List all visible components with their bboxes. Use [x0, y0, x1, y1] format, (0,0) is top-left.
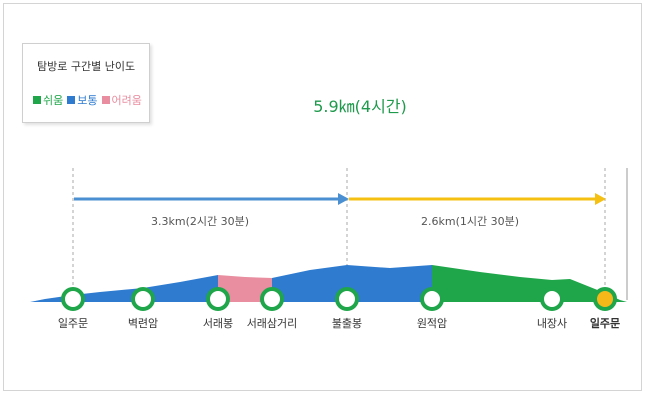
segment-2-label: 2.6km(1시간 30분) [421, 215, 519, 228]
stop-8-marker [593, 287, 617, 311]
stop-3-label: 서래봉 [203, 317, 233, 330]
stop-6-label: 원적암 [417, 317, 447, 330]
stop-3-marker [206, 287, 230, 311]
stop-2: 벽련암 [128, 287, 158, 330]
normal-swatch [67, 96, 76, 104]
profile-hard [218, 275, 272, 302]
legend-item-easy: 쉬움 [33, 92, 63, 108]
elevation-profile [30, 265, 627, 302]
stop-4-label: 서래삼거리 [247, 317, 298, 330]
easy-swatch [33, 96, 41, 104]
legend-hard-label: 어려움 [111, 94, 142, 107]
legend-items: 쉬움 보통 어려움 [33, 92, 142, 108]
profile-normal-2 [272, 265, 432, 302]
stop-8-label: 일주문 [590, 316, 620, 330]
stop-6: 원적암 [417, 287, 447, 330]
profile-normal-1 [30, 275, 218, 302]
profile-easy [432, 265, 627, 302]
legend-easy-label: 쉬움 [43, 94, 64, 107]
segment-2-arrowhead [595, 193, 606, 205]
stop-5: 불출봉 [332, 287, 362, 330]
segment-1-arrowhead [338, 193, 349, 205]
legend-title: 탐방로 구간별 난이도 [37, 60, 136, 73]
segment-1-label: 3.3km(2시간 30분) [151, 215, 249, 228]
stop-1-marker [61, 287, 85, 311]
segment-arrow-2 [349, 193, 606, 205]
stop-2-label: 벽련암 [128, 317, 158, 330]
legend-item-hard: 어려움 [101, 92, 142, 108]
stop-6-marker [420, 287, 444, 311]
stop-1-label: 일주문 [58, 316, 88, 330]
stop-3: 서래봉 [203, 287, 233, 330]
stop-4-marker [260, 287, 284, 311]
stop-5-marker [335, 287, 359, 311]
stop-2-marker [131, 287, 155, 311]
stop-7: 내장사 [537, 287, 567, 330]
stop-1: 일주문 [58, 287, 88, 330]
stop-7-label: 내장사 [537, 317, 567, 330]
stop-4: 서래삼거리 [247, 287, 298, 330]
stop-5-label: 불출봉 [332, 317, 362, 330]
stop-7-marker [540, 287, 564, 311]
legend-normal-label: 보통 [77, 94, 98, 107]
segment-arrow-1 [74, 193, 349, 205]
route-total: 5.9㎞(4시간) [313, 97, 407, 116]
legend-item-normal: 보통 [67, 92, 98, 108]
stop-8: 일주문 [590, 287, 620, 330]
hard-swatch [101, 96, 110, 104]
difficulty-legend: 탐방로 구간별 난이도 쉬움 보통 어려움 [22, 43, 150, 123]
